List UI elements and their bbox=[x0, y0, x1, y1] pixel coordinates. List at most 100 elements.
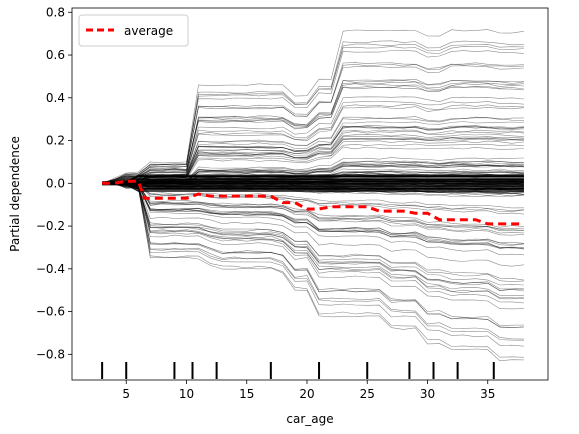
legend-box bbox=[78, 14, 189, 47]
plot-background bbox=[72, 8, 548, 380]
ice-curve bbox=[102, 182, 524, 292]
rug-marks bbox=[101, 362, 495, 379]
x-tick-label: 5 bbox=[122, 387, 130, 401]
average-line bbox=[102, 179, 524, 226]
ice-curve bbox=[102, 182, 524, 329]
ice-curve bbox=[102, 182, 524, 244]
ice-curve bbox=[102, 78, 524, 185]
ice-curve bbox=[102, 183, 524, 326]
ice-curve bbox=[102, 183, 524, 249]
ice-curve bbox=[102, 176, 524, 183]
ice-curve bbox=[102, 182, 524, 232]
x-tick-label: 25 bbox=[360, 387, 375, 401]
ice-curve bbox=[102, 183, 524, 212]
ice-curve bbox=[102, 104, 524, 183]
ice-curve bbox=[102, 176, 524, 183]
ice-curve bbox=[102, 183, 524, 245]
average-line-group bbox=[102, 179, 524, 226]
ice-curve bbox=[102, 178, 524, 183]
ice-curve bbox=[102, 182, 524, 230]
y-axis-label: Partial dependence bbox=[8, 136, 22, 252]
ice-curve bbox=[102, 174, 524, 182]
ice-curve bbox=[102, 183, 524, 186]
ice-curve bbox=[101, 29, 524, 185]
y-tick-label: −0.4 bbox=[36, 262, 65, 276]
legend-average-label: average bbox=[124, 24, 173, 38]
y-tick-label: −0.8 bbox=[36, 347, 65, 361]
ice-curve bbox=[102, 46, 524, 184]
ice-curve bbox=[102, 184, 524, 190]
ice-curve bbox=[102, 183, 524, 310]
ice-curve bbox=[102, 183, 524, 234]
y-tick-label: 0.0 bbox=[46, 176, 65, 190]
ice-curve bbox=[102, 81, 524, 185]
ice-curve bbox=[102, 183, 524, 267]
ice-curve bbox=[102, 65, 524, 183]
ice-curve bbox=[102, 182, 524, 228]
ice-curve bbox=[102, 183, 524, 189]
ice-curve bbox=[102, 182, 524, 296]
ice-curve bbox=[102, 40, 524, 184]
ice-curve bbox=[102, 182, 524, 250]
ice-curve bbox=[102, 106, 524, 185]
ice-curve bbox=[102, 183, 524, 209]
x-tick-label: 20 bbox=[299, 387, 314, 401]
ice-curve bbox=[102, 183, 524, 188]
plot-frame bbox=[71, 7, 549, 381]
ice-curve bbox=[102, 137, 524, 185]
ice-curve bbox=[102, 183, 524, 300]
ice-curve bbox=[102, 183, 524, 249]
y-tick-label: 0.8 bbox=[46, 5, 65, 19]
ice-curve bbox=[102, 182, 524, 328]
x-tick-label: 10 bbox=[179, 387, 194, 401]
ice-curve bbox=[102, 183, 524, 186]
ice-curve bbox=[102, 181, 524, 184]
ice-curve bbox=[101, 50, 524, 185]
x-axis-ticks: 5 10 15 20 25 30 35 bbox=[122, 380, 495, 401]
ice-curve bbox=[102, 182, 524, 290]
y-tick-label: −0.6 bbox=[36, 305, 65, 319]
ice-curve bbox=[102, 43, 524, 183]
ice-curve bbox=[102, 182, 524, 358]
ice-curve bbox=[102, 184, 524, 192]
ice-curve bbox=[102, 182, 524, 291]
ice-curve bbox=[102, 182, 524, 362]
ice-curve bbox=[102, 80, 524, 183]
ice-curve bbox=[102, 183, 524, 304]
ice-curve bbox=[102, 182, 524, 256]
y-tick-label: 0.4 bbox=[46, 91, 65, 105]
ice-curve bbox=[102, 83, 524, 184]
ice-curve bbox=[102, 184, 524, 191]
ice-curve bbox=[102, 180, 524, 184]
ice-curve bbox=[102, 182, 524, 299]
ice-curve bbox=[102, 140, 524, 184]
ice-curve bbox=[102, 182, 524, 246]
ice-curve bbox=[102, 182, 524, 281]
ice-curve bbox=[102, 86, 524, 185]
ice-curve bbox=[102, 175, 524, 183]
y-axis-ticks: −0.8 −0.6 −0.4 −0.2 0.0 0.2 0.4 0.6 0.8 bbox=[36, 5, 72, 361]
ice-curve bbox=[102, 101, 524, 185]
ice-curve bbox=[102, 184, 524, 192]
ice-curve bbox=[102, 184, 524, 189]
legend: average bbox=[78, 14, 189, 47]
ice-curve bbox=[102, 182, 524, 340]
ice-curve bbox=[102, 182, 524, 286]
ice-curve bbox=[102, 176, 524, 183]
ice-curve bbox=[102, 179, 524, 183]
x-tick-label: 15 bbox=[239, 387, 254, 401]
y-tick-label: 0.2 bbox=[46, 134, 65, 148]
y-tick-label: 0.6 bbox=[46, 48, 65, 62]
ice-curve bbox=[102, 182, 524, 236]
ice-curve bbox=[102, 183, 524, 283]
ice-curve bbox=[102, 62, 524, 184]
ice-curve bbox=[102, 183, 524, 249]
x-tick-label: 30 bbox=[420, 387, 435, 401]
ice-curve bbox=[102, 182, 524, 341]
x-tick-label: 35 bbox=[480, 387, 495, 401]
ice-curve bbox=[102, 182, 524, 347]
ice-curve bbox=[102, 183, 524, 187]
ice-curve bbox=[102, 181, 524, 184]
ice-curve bbox=[102, 183, 524, 215]
